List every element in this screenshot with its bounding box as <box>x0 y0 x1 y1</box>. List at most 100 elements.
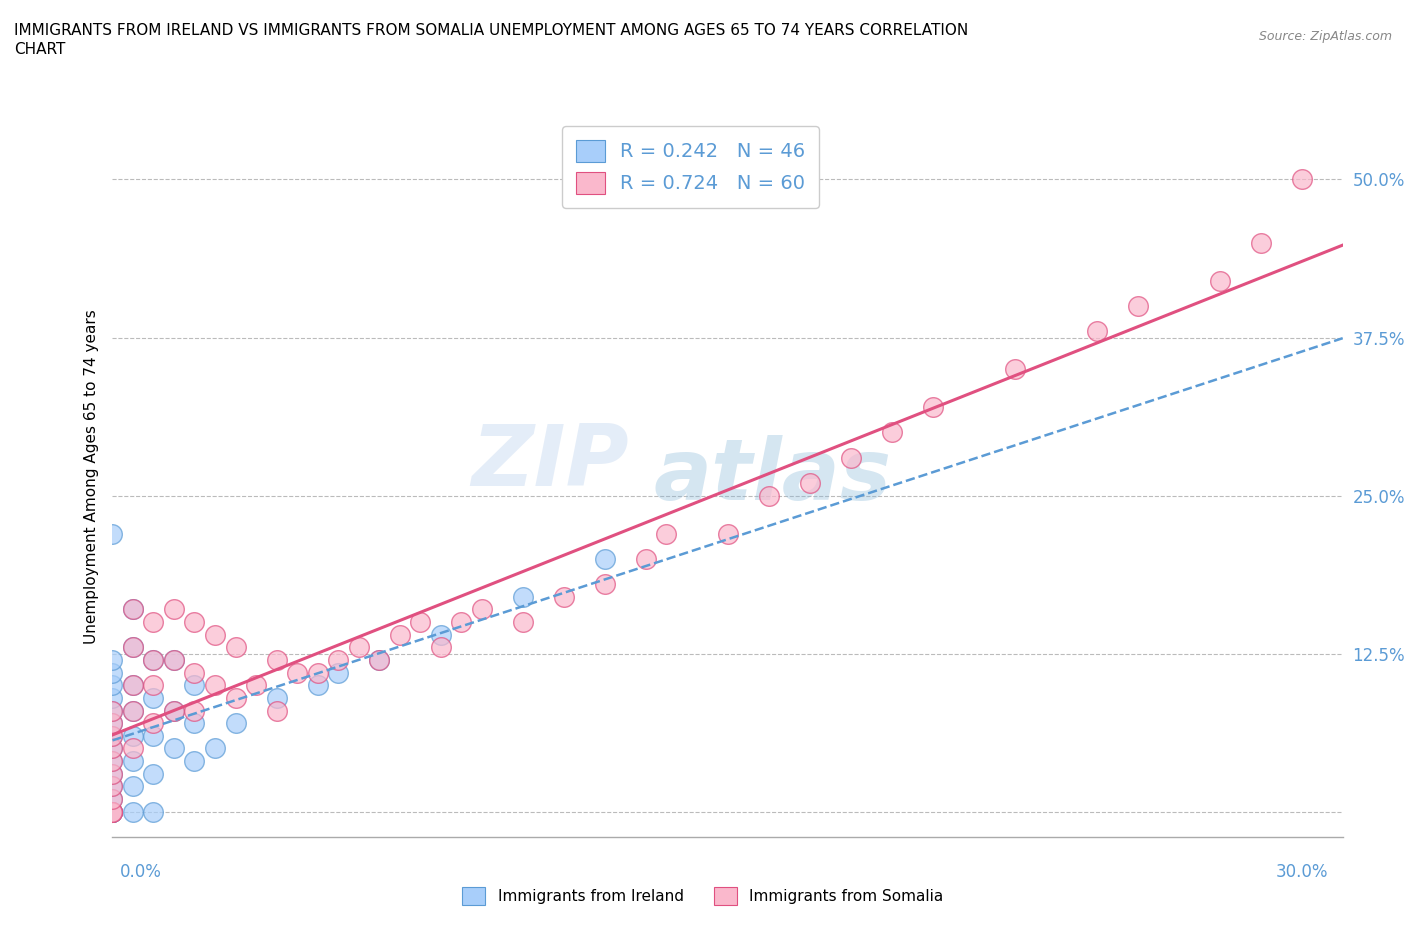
Point <box>163 741 186 756</box>
Point <box>122 728 145 743</box>
Point <box>122 640 145 655</box>
Point <box>101 703 124 718</box>
Text: Source: ZipAtlas.com: Source: ZipAtlas.com <box>1258 30 1392 43</box>
Point <box>101 526 124 541</box>
Point <box>101 728 124 743</box>
Point <box>163 653 186 668</box>
Point <box>122 640 145 655</box>
Point <box>122 703 145 718</box>
Point <box>122 678 145 693</box>
Legend: Immigrants from Ireland, Immigrants from Somalia: Immigrants from Ireland, Immigrants from… <box>457 882 949 911</box>
Point <box>634 551 657 566</box>
Point <box>163 703 186 718</box>
Point <box>285 665 308 680</box>
Point <box>142 766 165 781</box>
Point <box>101 804 124 819</box>
Point <box>101 728 124 743</box>
Point <box>142 728 165 743</box>
Point <box>655 526 678 541</box>
Point <box>142 615 165 630</box>
Point <box>122 741 145 756</box>
Point <box>183 615 205 630</box>
Point <box>142 653 165 668</box>
Point <box>368 653 391 668</box>
Point <box>326 653 349 668</box>
Point <box>101 804 124 819</box>
Point <box>1085 324 1108 339</box>
Point <box>1209 273 1232 288</box>
Point <box>163 703 186 718</box>
Legend: R = 0.242   N = 46, R = 0.724   N = 60: R = 0.242 N = 46, R = 0.724 N = 60 <box>562 126 820 207</box>
Point <box>307 678 329 693</box>
Point <box>101 804 124 819</box>
Point <box>183 703 205 718</box>
Point <box>101 741 124 756</box>
Point <box>183 665 205 680</box>
Point <box>101 804 124 819</box>
Text: ZIP: ZIP <box>471 420 630 504</box>
Point <box>266 653 288 668</box>
Point <box>122 602 145 617</box>
Point <box>225 640 247 655</box>
Point <box>142 690 165 705</box>
Point <box>101 653 124 668</box>
Point <box>101 665 124 680</box>
Point <box>225 716 247 731</box>
Point <box>409 615 432 630</box>
Point <box>122 602 145 617</box>
Point <box>593 551 616 566</box>
Point <box>512 615 534 630</box>
Point <box>593 577 616 591</box>
Point <box>101 804 124 819</box>
Point <box>450 615 472 630</box>
Y-axis label: Unemployment Among Ages 65 to 74 years: Unemployment Among Ages 65 to 74 years <box>83 310 98 644</box>
Point <box>266 690 288 705</box>
Point <box>101 716 124 731</box>
Point <box>204 627 226 642</box>
Point <box>142 716 165 731</box>
Point <box>122 753 145 768</box>
Point <box>225 690 247 705</box>
Point <box>429 627 451 642</box>
Point <box>880 425 903 440</box>
Point <box>183 678 205 693</box>
Point <box>758 488 780 503</box>
Point <box>101 690 124 705</box>
Point <box>101 766 124 781</box>
Point <box>1291 172 1313 187</box>
Point <box>101 741 124 756</box>
Point <box>101 678 124 693</box>
Point <box>101 791 124 806</box>
Point <box>204 741 226 756</box>
Point <box>101 766 124 781</box>
Point <box>101 779 124 794</box>
Point <box>1250 235 1272 250</box>
Text: 30.0%: 30.0% <box>1277 863 1329 882</box>
Point <box>347 640 370 655</box>
Point <box>142 804 165 819</box>
Point <box>553 590 575 604</box>
Point <box>142 678 165 693</box>
Point <box>122 703 145 718</box>
Point <box>122 779 145 794</box>
Point <box>388 627 411 642</box>
Point <box>326 665 349 680</box>
Text: IMMIGRANTS FROM IRELAND VS IMMIGRANTS FROM SOMALIA UNEMPLOYMENT AMONG AGES 65 TO: IMMIGRANTS FROM IRELAND VS IMMIGRANTS FR… <box>14 23 969 38</box>
Text: atlas: atlas <box>654 435 891 518</box>
Point <box>368 653 391 668</box>
Point <box>1004 362 1026 377</box>
Point <box>717 526 740 541</box>
Point <box>122 678 145 693</box>
Point <box>183 753 205 768</box>
Point <box>101 716 124 731</box>
Point <box>101 804 124 819</box>
Point <box>471 602 494 617</box>
Point <box>101 753 124 768</box>
Point <box>163 602 186 617</box>
Point <box>101 791 124 806</box>
Point <box>101 804 124 819</box>
Point <box>307 665 329 680</box>
Point <box>266 703 288 718</box>
Point <box>429 640 451 655</box>
Point <box>163 653 186 668</box>
